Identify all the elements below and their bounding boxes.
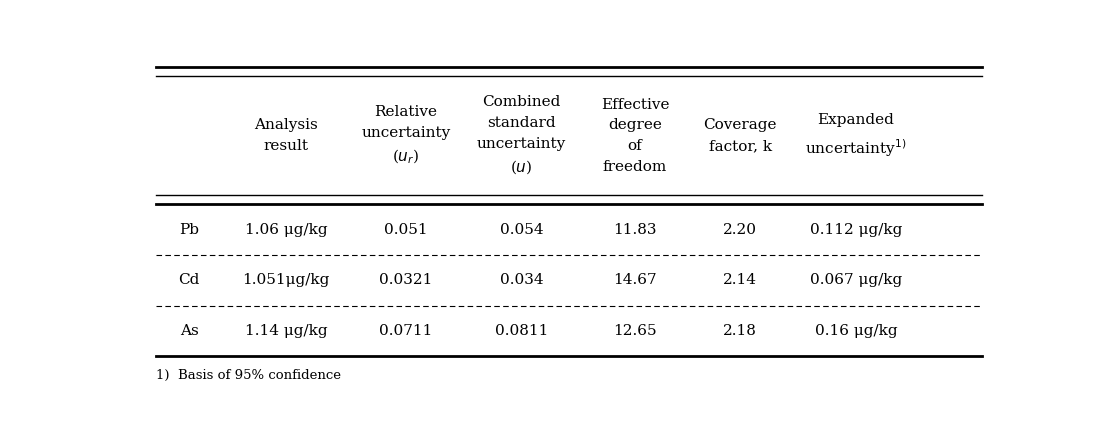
Text: Pb: Pb (179, 223, 199, 237)
Text: 0.034: 0.034 (500, 273, 543, 287)
Text: 11.83: 11.83 (613, 223, 657, 237)
Text: 0.112 μg/kg: 0.112 μg/kg (809, 223, 902, 237)
Text: 1)  Basis of 95% confidence: 1) Basis of 95% confidence (155, 369, 341, 382)
Text: Cd: Cd (179, 273, 200, 287)
Text: 0.054: 0.054 (500, 223, 543, 237)
Text: Expanded
uncertainty$^{1)}$: Expanded uncertainty$^{1)}$ (805, 113, 907, 159)
Text: 0.0711: 0.0711 (380, 324, 433, 338)
Text: 2.14: 2.14 (724, 273, 757, 287)
Text: 0.067 μg/kg: 0.067 μg/kg (809, 273, 902, 287)
Text: 2.20: 2.20 (724, 223, 757, 237)
Text: Coverage
factor, k: Coverage factor, k (704, 118, 777, 153)
Text: 0.051: 0.051 (384, 223, 427, 237)
Text: 0.16 μg/kg: 0.16 μg/kg (815, 324, 897, 338)
Text: 14.67: 14.67 (613, 273, 657, 287)
Text: 1.051μg/kg: 1.051μg/kg (242, 273, 330, 287)
Text: 1.06 μg/kg: 1.06 μg/kg (244, 223, 327, 237)
Text: Analysis
result: Analysis result (254, 118, 317, 153)
Text: As: As (180, 324, 199, 338)
Text: Relative
uncertainty
($u_r$): Relative uncertainty ($u_r$) (361, 105, 451, 166)
Text: 12.65: 12.65 (613, 324, 657, 338)
Text: 1.14 μg/kg: 1.14 μg/kg (244, 324, 327, 338)
Text: 0.0811: 0.0811 (495, 324, 548, 338)
Text: 0.0321: 0.0321 (380, 273, 433, 287)
Text: Effective
degree
of
freedom: Effective degree of freedom (601, 98, 669, 174)
Text: 2.18: 2.18 (724, 324, 757, 338)
Text: Combined
standard
uncertainty
($u$): Combined standard uncertainty ($u$) (477, 95, 566, 176)
